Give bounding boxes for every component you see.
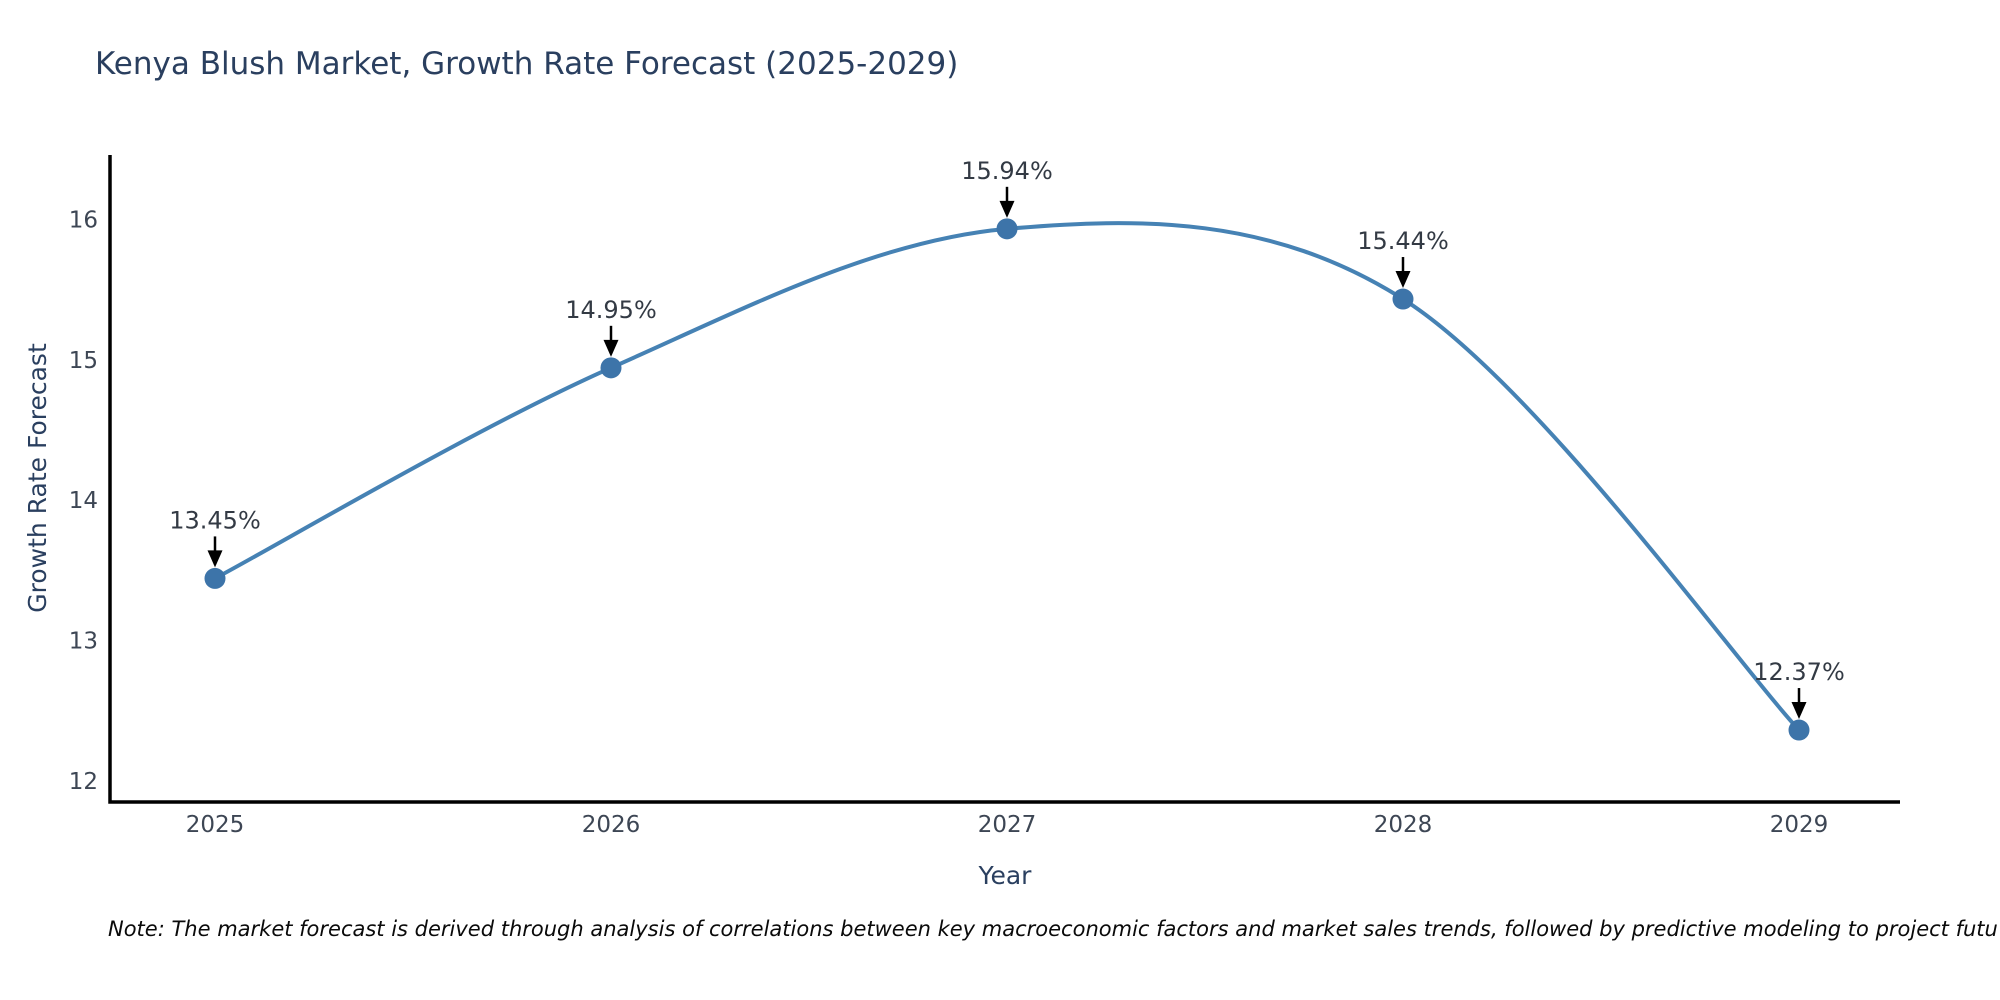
axes: 12 13 14 15 16 2025 2026 2027 2028 2029 (69, 155, 1900, 838)
annotation-label: 13.45% (169, 506, 261, 534)
x-tick-label: 2025 (186, 812, 245, 838)
annotation-arrowhead-icon (1791, 702, 1807, 720)
x-tick-label: 2027 (978, 812, 1037, 838)
chart-title: Kenya Blush Market, Growth Rate Forecast… (95, 46, 959, 82)
annotation-arrowhead-icon (999, 200, 1015, 218)
y-tick-label: 14 (69, 488, 98, 514)
data-point-marker[interactable] (1392, 288, 1414, 310)
series-growth-rate-forecast (204, 218, 1810, 741)
y-tick-label: 12 (69, 769, 98, 795)
data-point-marker[interactable] (1788, 719, 1810, 741)
footnote: Note: The market forecast is derived thr… (108, 917, 1998, 941)
annotation-label: 14.95% (565, 296, 657, 324)
x-tick-label: 2028 (1374, 812, 1433, 838)
x-axis-title: Year (978, 861, 1033, 890)
y-tick-label: 13 (69, 629, 98, 655)
annotation-arrowhead-icon (603, 339, 619, 357)
annotation-arrowhead-icon (1395, 271, 1411, 289)
annotation-label: 15.44% (1357, 227, 1449, 255)
data-point-marker[interactable] (600, 357, 622, 379)
y-tick-label: 15 (69, 348, 98, 374)
y-tick-label: 16 (69, 207, 98, 233)
annotation-label: 15.94% (961, 157, 1053, 185)
x-tick-label: 2029 (1770, 812, 1829, 838)
annotation-label: 12.37% (1753, 658, 1845, 686)
annotation-arrowhead-icon (207, 550, 223, 568)
y-axis-title: Growth Rate Forecast (23, 343, 52, 613)
data-point-marker[interactable] (996, 218, 1018, 240)
data-point-marker[interactable] (204, 567, 226, 589)
data-point-annotations: 13.45% 14.95% 15.94% 15.44% 12.37% (169, 157, 1845, 720)
forecast-line (213, 221, 1801, 733)
x-tick-label: 2026 (582, 812, 641, 838)
axis-lines (108, 155, 1900, 804)
